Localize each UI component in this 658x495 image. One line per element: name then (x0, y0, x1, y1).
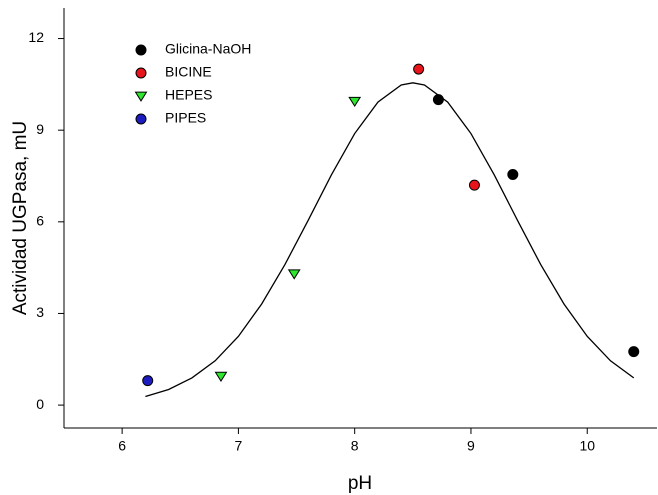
x-tick-label: 6 (118, 438, 126, 454)
legend-label: BICINE (165, 64, 212, 80)
data-point (468, 179, 480, 191)
legend-marker (134, 91, 148, 102)
data-point (413, 63, 425, 75)
x-tick-label: 8 (351, 438, 359, 454)
legend-label: PIPES (165, 110, 206, 126)
legend-marker (135, 44, 147, 56)
x-tick-label: 9 (467, 438, 475, 454)
legend-label: Glicina-NaOH (165, 41, 251, 57)
data-point (628, 346, 640, 358)
x-tick-label: 7 (235, 438, 243, 454)
x-tick-label: 10 (579, 438, 595, 454)
y-tick-label: 0 (36, 396, 44, 412)
y-tick-label: 9 (36, 121, 44, 137)
fit-curve (145, 82, 635, 398)
data-point (287, 269, 301, 280)
y-tick-label: 12 (28, 29, 44, 45)
y-axis-title: Actividad UGPasa, mU (10, 121, 31, 315)
data-point (348, 96, 362, 108)
x-axis-title: pH (348, 473, 372, 494)
legend-marker (135, 67, 147, 79)
data-point (507, 168, 519, 180)
data-point (214, 371, 228, 382)
data-point (432, 94, 444, 106)
data-point (142, 375, 154, 387)
y-tick-label: 3 (36, 304, 44, 320)
y-tick-label: 6 (36, 213, 44, 229)
legend-label: HEPES (165, 87, 212, 103)
legend-marker (135, 113, 147, 125)
